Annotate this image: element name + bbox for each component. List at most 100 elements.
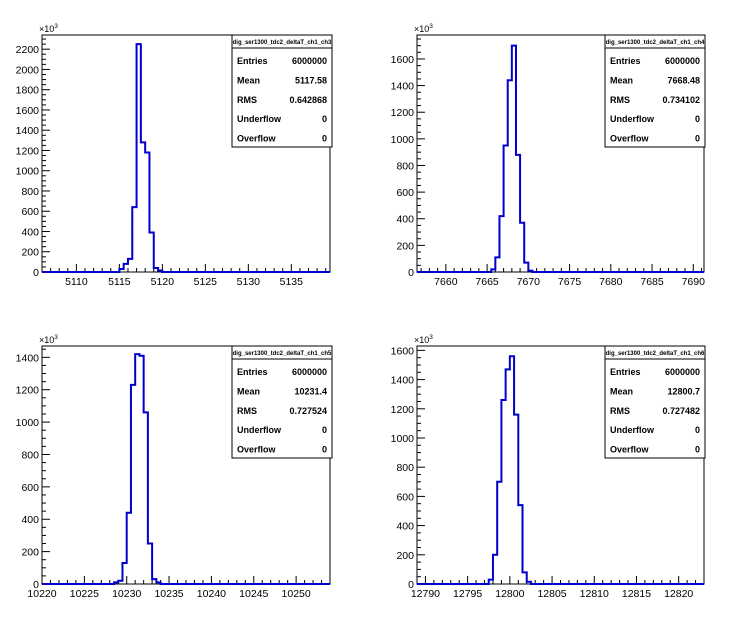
stats-value: 0.734102 xyxy=(662,95,700,105)
y-tick-label: 1600 xyxy=(16,105,40,117)
stats-key: RMS xyxy=(610,406,630,416)
stats-value: 12800.7 xyxy=(667,386,700,396)
x-tick-label: 7675 xyxy=(558,276,582,288)
stats-title: dig_ser1300_tdc2_deltaT_ch1_ch5 xyxy=(233,351,332,357)
y-tick-label: 1400 xyxy=(16,352,40,364)
stats-value: 0.642868 xyxy=(289,95,327,105)
stats-key: Underflow xyxy=(610,114,655,124)
histogram-bin xyxy=(135,354,139,584)
stats-value: 0 xyxy=(695,114,700,124)
y-tick-label: 1600 xyxy=(391,345,415,357)
y-tick-label: 200 xyxy=(21,547,39,559)
stats-value: 0 xyxy=(695,425,700,435)
stats-value: 5117.58 xyxy=(295,75,327,85)
y-tick-label: 1600 xyxy=(391,54,415,66)
y-multiplier-exponent: 3 xyxy=(429,334,433,341)
x-tick-label: 5125 xyxy=(194,276,218,288)
histogram-panel-ch5: 0 200 400 600 800 1000 1200 1400 10220 10225 10230… xyxy=(16,334,333,600)
stats-key: Entries xyxy=(610,56,641,66)
y-tick-label: 400 xyxy=(21,226,39,238)
y-tick-label: 1200 xyxy=(16,385,40,397)
stats-value: 6000000 xyxy=(665,56,700,66)
stats-box xyxy=(231,34,333,148)
y-tick-label: 800 xyxy=(21,449,39,461)
x-tick-label: 5115 xyxy=(108,276,131,288)
stats-value: 0 xyxy=(695,134,700,144)
stats-value: 6000000 xyxy=(665,367,700,377)
stats-key: RMS xyxy=(610,95,630,105)
stats-title: dig_ser1300_tdc2_deltaT_ch1_ch4 xyxy=(606,40,705,46)
histogram-panel-ch6: 0 200 400 600 800 1000 1200 1400 1600 12790 12795 1… xyxy=(391,334,706,600)
x-tick-label: 10230 xyxy=(112,588,141,600)
y-multiplier-exponent: 3 xyxy=(429,23,433,30)
stats-value: 0 xyxy=(322,425,327,435)
y-tick-label: 800 xyxy=(396,462,414,474)
y-tick-label: 1200 xyxy=(391,404,415,416)
x-tick-label: 7690 xyxy=(682,276,706,288)
x-tick-label: 10245 xyxy=(239,588,268,600)
y-tick-label: 400 xyxy=(396,214,414,226)
x-tick-label: 12805 xyxy=(537,588,566,600)
x-tick-label: 5135 xyxy=(280,276,304,288)
y-tick-label: 1000 xyxy=(16,417,40,429)
y-tick-label: 2000 xyxy=(16,64,40,76)
x-tick-label: 12800 xyxy=(495,588,524,600)
histogram-line xyxy=(42,353,330,585)
x-tick-label: 7660 xyxy=(434,276,458,288)
y-tick-label: 600 xyxy=(396,187,414,199)
x-tick-label: 12795 xyxy=(453,588,482,600)
stats-value: 10231.4 xyxy=(294,386,327,396)
y-tick-label: 0 xyxy=(408,267,414,279)
histogram-panel-ch4: 0 200 400 600 800 1000 1200 1400 1600 7660 7665 767… xyxy=(391,23,706,288)
stats-value: 0.727482 xyxy=(662,406,700,416)
histogram-bin xyxy=(141,142,145,272)
stats-key: Entries xyxy=(610,367,641,377)
y-multiplier-exponent: 3 xyxy=(54,23,58,30)
stats-key: Mean xyxy=(237,386,260,396)
x-tick-label: 7685 xyxy=(640,276,664,288)
y-tick-label: 0 xyxy=(33,579,39,591)
y-tick-label: 1200 xyxy=(16,145,40,157)
y-tick-label: 1400 xyxy=(391,375,415,387)
y-tick-label: 600 xyxy=(21,482,39,494)
y-tick-label: 1000 xyxy=(391,134,415,146)
y-tick-label: 1800 xyxy=(16,85,40,97)
x-tick-label: 10220 xyxy=(27,588,56,600)
x-tick-label: 10250 xyxy=(282,588,311,600)
stats-title: dig_ser1300_tdc2_deltaT_ch1_ch6 xyxy=(606,351,705,357)
x-tick-label: 7680 xyxy=(599,276,623,288)
x-tick-label: 12810 xyxy=(580,588,609,600)
y-tick-label: 400 xyxy=(21,514,39,526)
stats-key: Underflow xyxy=(237,114,282,124)
stats-key: Mean xyxy=(237,75,260,85)
y-multiplier-label: ×103 xyxy=(414,23,433,34)
stats-value: 0 xyxy=(322,445,327,455)
y-tick-label: 1200 xyxy=(391,107,415,119)
stats-key: Overflow xyxy=(237,134,277,144)
y-tick-label: 1000 xyxy=(16,166,40,178)
y-tick-label: 0 xyxy=(33,267,39,279)
y-tick-label: 1400 xyxy=(16,125,40,137)
y-tick-label: 200 xyxy=(21,247,39,259)
y-tick-label: 1000 xyxy=(391,433,415,445)
histogram-panel-ch3: 0 200 400 600 800 1000 1200 1400 1600 1800 2000 220… xyxy=(16,23,333,288)
histogram-line xyxy=(417,355,704,585)
stats-title: dig_ser1300_tdc2_deltaT_ch1_ch3 xyxy=(233,40,332,46)
y-tick-label: 1400 xyxy=(391,81,415,93)
y-multiplier-label: ×103 xyxy=(414,334,433,345)
histogram-line xyxy=(42,43,330,273)
y-tick-label: 800 xyxy=(396,160,414,172)
x-tick-label: 5130 xyxy=(237,276,261,288)
stats-key: Underflow xyxy=(237,425,282,435)
y-multiplier-label: ×103 xyxy=(39,23,58,34)
stats-box xyxy=(604,345,706,459)
y-multiplier-label: ×103 xyxy=(39,334,58,345)
stats-value: 0.727524 xyxy=(289,406,327,416)
stats-key: RMS xyxy=(237,95,257,105)
stats-value: 6000000 xyxy=(292,56,327,66)
x-tick-label: 5120 xyxy=(151,276,175,288)
stats-value: 0 xyxy=(322,114,327,124)
y-tick-label: 400 xyxy=(396,521,414,533)
stats-value: 7668.48 xyxy=(667,75,700,85)
